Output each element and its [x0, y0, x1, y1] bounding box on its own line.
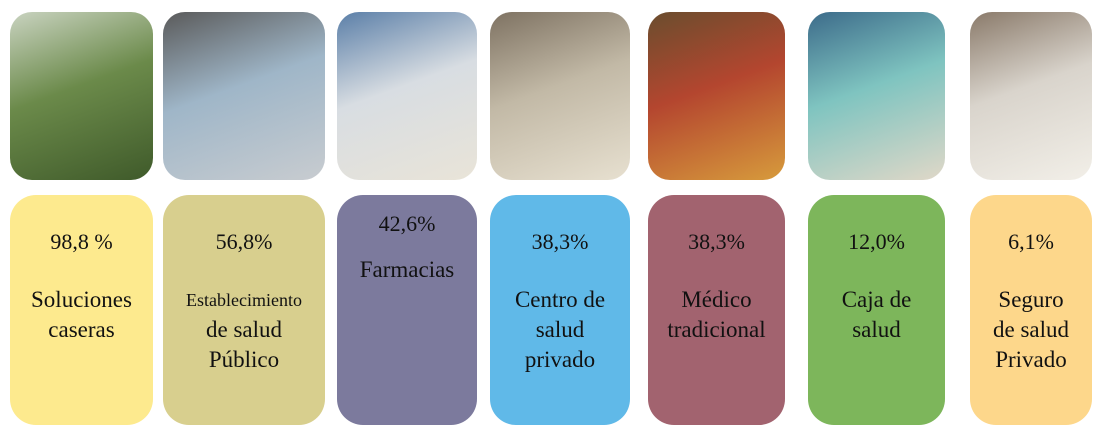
photo — [648, 12, 785, 180]
category-name: Soluciones caseras — [10, 285, 153, 345]
page: {"items": [ {"percent": "98,8 %", "name"… — [10, 12, 1092, 425]
name-line: Público — [208, 347, 280, 372]
percent-label: 38,3% — [688, 229, 745, 254]
percent-label: 6,1% — [1008, 229, 1054, 254]
name-line: tradicional — [667, 317, 766, 342]
name-line: Centro de — [514, 287, 606, 312]
percent-label: 56,8% — [215, 229, 273, 254]
category-card: 38,3% Médico tradicional — [648, 195, 785, 425]
category-card: 98,8 % Soluciones caseras — [10, 195, 153, 425]
photo — [970, 12, 1092, 180]
name-line: Seguro — [998, 287, 1064, 312]
category-card: 38,3% Centro de salud privado — [490, 195, 630, 425]
category-name: Médico tradicional — [648, 285, 785, 345]
category-name: Establecimiento de salud Público — [163, 285, 325, 375]
name-line: salud — [852, 317, 901, 342]
photo — [808, 12, 945, 180]
name-line: Privado — [995, 347, 1067, 372]
percent-label: 98,8 % — [50, 229, 113, 254]
photo — [163, 12, 325, 180]
photo — [10, 12, 153, 180]
photo — [490, 12, 630, 180]
percent-label: 42,6% — [378, 211, 436, 236]
category-card: 6,1% Seguro de salud Privado — [970, 195, 1092, 425]
category-name: Seguro de salud Privado — [970, 285, 1092, 375]
category-name: Caja de salud — [808, 285, 945, 345]
name-line: Médico — [681, 287, 752, 312]
name-line: Soluciones — [31, 287, 132, 312]
percent-label: 12,0% — [848, 229, 905, 254]
name-line: de salud — [205, 317, 282, 342]
name-line: salud — [535, 317, 585, 342]
category-name: Centro de salud privado — [490, 285, 630, 375]
name-line: caseras — [48, 317, 115, 342]
name-line: de salud — [992, 317, 1069, 342]
percent-label: 38,3% — [531, 229, 589, 254]
category-card: 42,6% Farmacias — [337, 195, 477, 425]
category-name: Farmacias — [337, 255, 477, 285]
category-card: 12,0% Caja de salud — [808, 195, 945, 425]
name-line: privado — [524, 347, 596, 372]
category-card: 56,8% Establecimiento de salud Público — [163, 195, 325, 425]
name-line: Establecimiento — [186, 290, 302, 310]
name-line: Caja de — [841, 287, 912, 312]
name-line: Farmacias — [359, 257, 455, 282]
photo — [337, 12, 477, 180]
